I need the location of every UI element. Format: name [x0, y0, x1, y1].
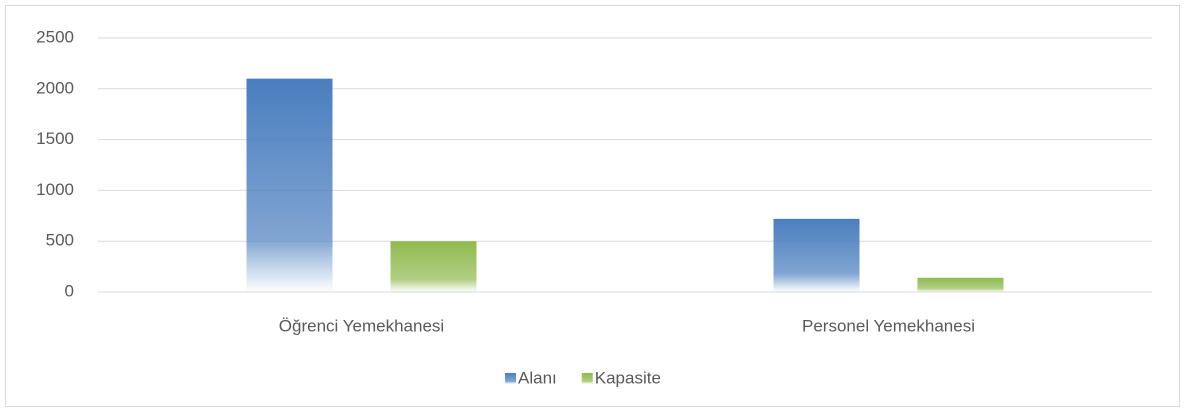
y-tick-label: 0 — [65, 281, 74, 300]
y-tick-label: 500 — [46, 231, 74, 250]
legend-swatch — [581, 373, 593, 384]
x-tick-label: Öğrenci Yemekhanesi — [279, 316, 444, 335]
bar — [917, 277, 1004, 292]
y-tick-label: 1500 — [36, 129, 74, 148]
y-tick-label: 2000 — [36, 78, 74, 97]
legend-swatch — [505, 373, 516, 384]
legend-label: Alanı — [518, 368, 557, 387]
y-tick-label: 2500 — [36, 27, 74, 46]
bar — [773, 218, 860, 292]
y-tick-label: 1000 — [36, 180, 74, 199]
x-tick-label: Personel Yemekhanesi — [802, 316, 975, 335]
bar — [246, 78, 333, 292]
bar — [390, 241, 477, 292]
legend-label: Kapasite — [595, 368, 661, 387]
chart-border — [5, 5, 1180, 407]
